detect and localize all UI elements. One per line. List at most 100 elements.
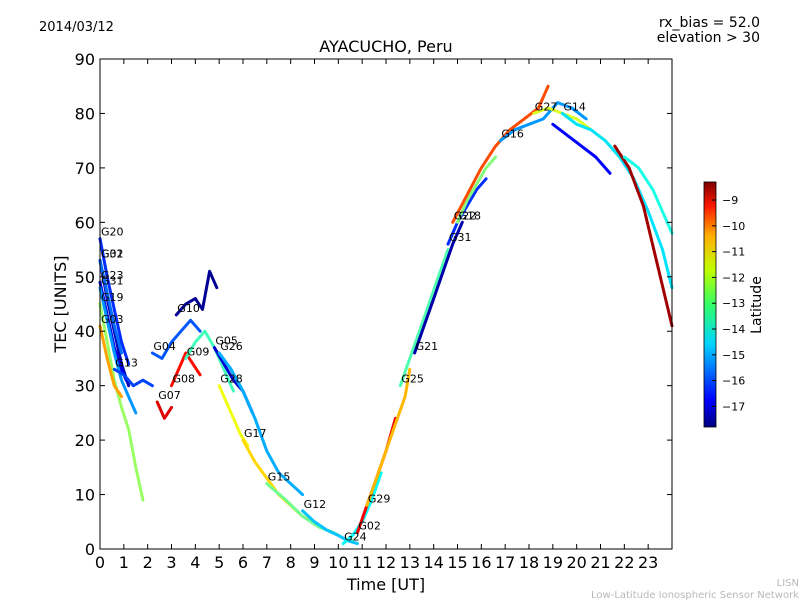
satellite-label: G10	[177, 302, 200, 315]
x-axis-label: Time [UT]	[346, 575, 425, 594]
satellite-label: G13	[115, 356, 138, 369]
satellite-label: G18	[459, 209, 482, 222]
series-line-g31	[98, 286, 138, 415]
x-tick-label: 10	[328, 553, 348, 572]
series-layer	[98, 84, 674, 546]
satellite-label: G31	[449, 231, 472, 244]
colorbar-tick-label: −10	[722, 220, 745, 233]
x-tick-label: 13	[400, 553, 420, 572]
y-tick-label: 40	[75, 322, 95, 341]
footer-lisn: LISN	[777, 578, 799, 589]
satellite-label: G20	[101, 226, 124, 239]
series-line-g25	[398, 248, 450, 388]
y-axis-label: TEC [UNITS]	[51, 256, 70, 354]
series-line-g15	[265, 482, 355, 543]
satellite-label: G07	[158, 389, 181, 402]
satellite-label: G27	[535, 100, 558, 113]
series-line-g31	[446, 177, 488, 246]
series-line-g26	[217, 351, 305, 497]
x-tick-label: 16	[471, 553, 491, 572]
satellite-label: G15	[268, 471, 291, 484]
series-line-g07	[155, 400, 173, 420]
series-line-g14	[560, 111, 674, 290]
x-tick-label: 9	[309, 553, 319, 572]
x-tick-label: 8	[286, 553, 296, 572]
series-line-g12	[301, 509, 359, 546]
satellite-label: G22	[454, 209, 477, 222]
satellite-label: G17	[244, 427, 267, 440]
satellite-label: G05	[215, 335, 238, 348]
series-line-g04	[150, 318, 202, 360]
y-tick-label: 30	[75, 377, 95, 396]
series-line-g19	[98, 302, 145, 502]
satellite-label: G16	[501, 128, 524, 141]
x-tick-label: 5	[214, 553, 224, 572]
x-tick-label: 2	[143, 553, 153, 572]
x-tick-label: 14	[423, 553, 443, 572]
satellite-label: G32	[101, 247, 124, 260]
x-tick-label: 6	[238, 553, 248, 572]
x-tick-label: 21	[590, 553, 610, 572]
colorbar-tick-label: −14	[722, 323, 745, 336]
satellite-label: G09	[187, 345, 210, 358]
satellite-label: G03	[101, 313, 124, 326]
y-tick-label: 20	[75, 431, 95, 450]
x-tick-label: 0	[95, 553, 105, 572]
series-line-g21	[413, 220, 464, 355]
satellite-label: G29	[368, 492, 391, 505]
satellite-label: G02	[358, 520, 381, 533]
series-line-g13	[112, 367, 154, 388]
satellite-label: G23	[101, 269, 124, 282]
x-tick-label: 23	[638, 553, 658, 572]
series-line-g29	[365, 367, 412, 507]
x-tick-label: 18	[519, 553, 539, 572]
satellite-label: G08	[173, 373, 196, 386]
x-tick-label: 15	[447, 553, 467, 572]
chart-title: AYACUCHO, Peru	[319, 37, 452, 56]
satellite-label: G31	[101, 275, 124, 288]
x-tick-label: 4	[190, 553, 200, 572]
colorbar-tick-label: −12	[722, 271, 745, 284]
x-tick-label: 7	[262, 553, 272, 572]
colorbar-tick-label: −16	[722, 375, 745, 388]
colorbar-tick-label: −11	[722, 246, 745, 259]
satellite-label: G28	[220, 373, 243, 386]
x-tick-label: 3	[166, 553, 176, 572]
satellite-label: G25	[401, 373, 424, 386]
x-tick-label: 17	[495, 553, 515, 572]
colorbar-tick-label: −15	[722, 349, 745, 362]
y-tick-label: 0	[85, 540, 95, 559]
colorbar-tick-label: −13	[722, 297, 745, 310]
series-line-g28	[217, 384, 250, 448]
x-tick-label: 1	[119, 553, 129, 572]
satellite-label: G21	[416, 340, 439, 353]
satellite-label: G14	[563, 100, 586, 113]
elevation-label: elevation > 30	[657, 30, 760, 46]
satellite-label: G26	[220, 340, 243, 353]
x-axis: 0 1 2 3 4 5 6 7 8 9 10 11 12 13 14 15 16 17 18 19 20 21 22 23	[95, 59, 658, 572]
series-line-unlabeled-30	[613, 144, 674, 328]
colorbar-ticks: −9 −10 −11 −12 −13 −14 −15 −16 −17	[712, 194, 745, 413]
series-line-g10	[174, 269, 219, 317]
date-label: 2014/03/12	[39, 20, 114, 35]
y-tick-label: 90	[75, 50, 95, 69]
y-axis: 0 10 20 30 40 50 60 70 80 90	[75, 50, 672, 559]
x-tick-label: 20	[566, 553, 586, 572]
y-tick-label: 80	[75, 104, 95, 123]
satellite-label: G04	[153, 340, 176, 353]
footer-network: Low-Latitude Ionospheric Sensor Network	[591, 590, 799, 600]
x-tick-label: 22	[614, 553, 634, 572]
series-line-g03	[98, 324, 123, 399]
x-tick-label: 19	[543, 553, 563, 572]
colorbar-tick-label: −9	[722, 194, 738, 207]
x-tick-label: 11	[352, 553, 372, 572]
series-line-g16	[498, 101, 588, 143]
satellite-label: G12	[304, 498, 327, 511]
y-tick-label: 70	[75, 159, 95, 178]
y-tick-label: 50	[75, 268, 95, 287]
colorbar	[703, 181, 717, 428]
colorbar-tick-label: −17	[722, 400, 745, 413]
y-tick-label: 10	[75, 486, 95, 505]
satellite-label: G19	[101, 291, 124, 304]
